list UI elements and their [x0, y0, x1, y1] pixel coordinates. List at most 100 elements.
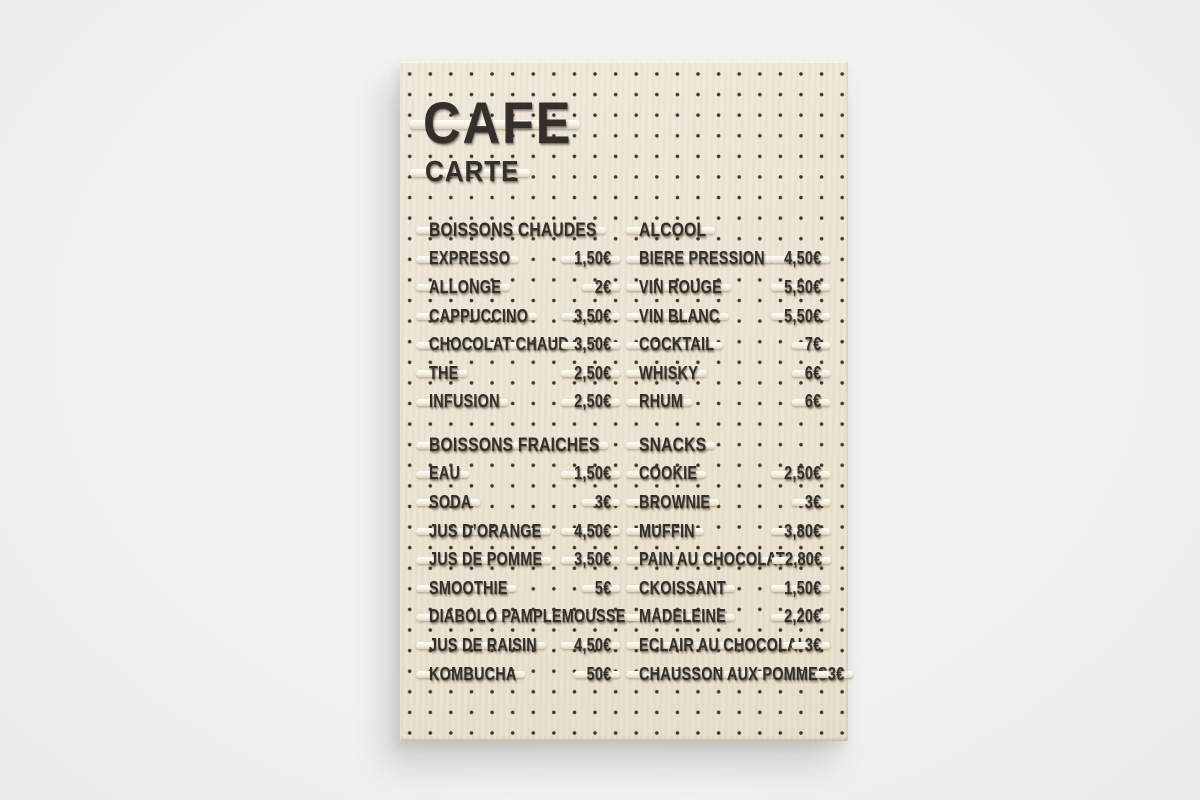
menu-item-row: CKOISSANT 1,50€ — [626, 574, 830, 603]
menu-item-row: JUS DE RAISIN 4,50€ — [416, 631, 620, 660]
menu-item-row: RHUM 6€ — [626, 388, 830, 417]
menu-item-row: CHOCOLAT CHAUD 3,50€ — [416, 330, 620, 359]
menu-item-row: THE 2,50€ — [416, 359, 620, 388]
section-header-row: BOISSONS FRAICHES — [416, 431, 611, 460]
section-header: SNACKS — [626, 433, 716, 456]
menu-item-row: JUS DE POMME 3,50€ — [416, 545, 620, 574]
section-header: BOISSONS FRAICHES — [416, 433, 609, 456]
menu-item-row: VIN ROUGE 5,50€ — [626, 273, 830, 302]
menu-item-price: 4,50€ — [561, 634, 620, 655]
menu-item-price: 3€ — [582, 491, 620, 512]
pegboard-menu: CAFE CARTE BOISSONS CHAUDES EXPRESSO 1,50€… — [400, 61, 853, 741]
menu-item-label: MADELEINE — [626, 606, 735, 627]
menu-item-price: 5,50€ — [771, 305, 830, 326]
menu-item-row: MUFFIN 3,80€ — [626, 517, 830, 546]
section-header: BOISSONS CHAUDES — [416, 218, 606, 241]
menu-item-price: 3,50€ — [561, 549, 620, 570]
menu-item-row: VIN BLANC 5,50€ — [626, 302, 830, 331]
menu-item-row: SMOOTHIE 5€ — [416, 574, 620, 603]
menu-item-label: INFUSION — [416, 391, 509, 412]
menu-item-price: 2,50€ — [771, 463, 830, 484]
menu-item-price: 6€ — [792, 391, 830, 412]
menu-item-label: RHUM — [626, 391, 693, 412]
menu-item-price: 1,50€ — [561, 248, 620, 269]
menu-item-label: BROWNIE — [626, 491, 720, 512]
menu-item-price: 50€ — [573, 663, 621, 684]
menu-item-label: MUFFIN — [626, 520, 704, 541]
menu-item-price: 3€ — [792, 491, 830, 512]
menu-item-price: 3,80€ — [771, 520, 830, 541]
menu-column-snacks: SNACKS COOKIE 2,50€ BROWNIE 3€ MUFFIN 3,80€ PAI… — [626, 431, 853, 689]
menu-item-price: 7€ — [792, 334, 830, 355]
menu-item-label: CHOCOLAT CHAUD — [416, 334, 578, 355]
menu-column-alcool: ALCOOL BIERE PRESSION 4,50€ VIN ROUGE 5,50€ V… — [626, 216, 830, 417]
menu-item-price: 2,50€ — [561, 362, 620, 383]
menu-item-label: SODA — [416, 491, 481, 512]
menu-item-label: WHISKY — [626, 362, 707, 383]
menu-column-boissons-chaudes: BOISSONS CHAUDES EXPRESSO 1,50€ ALLONGE 2€ CA… — [416, 216, 620, 417]
menu-grid: BOISSONS CHAUDES EXPRESSO 1,50€ ALLONGE 2€ CA… — [416, 216, 853, 691]
menu-item-label: CAPPUCCINO — [416, 305, 538, 326]
menu-item-price: 4,50€ — [771, 248, 830, 269]
menu-item-price: 1,50€ — [561, 463, 620, 484]
menu-item-row: COOKIE 2,50€ — [626, 460, 830, 489]
menu-item-price: 3,50€ — [561, 334, 620, 355]
menu-item-price: 6€ — [792, 362, 830, 383]
menu-item-row: CAPPUCCINO 3,50€ — [416, 302, 620, 331]
menu-item-row: ALLONGE 2€ — [416, 273, 620, 302]
menu-item-label: COCKTAIL — [626, 334, 724, 355]
menu-item-price: 4,50€ — [561, 520, 620, 541]
menu-item-row: CHAUSSON AUX POMMES 3€ — [626, 660, 853, 689]
section-header-row: BOISSONS CHAUDES — [416, 216, 611, 245]
menu-item-row: ECLAIR AU CHOCOLAI 3€ — [626, 631, 830, 660]
menu-title: CAFE — [409, 91, 580, 156]
menu-item-row: DIABOLO PAMPLEMOUSSE — [416, 603, 635, 632]
menu-item-row: COCKTAIL 7€ — [626, 330, 830, 359]
menu-item-row: JUS D’ORANGE 4,50€ — [416, 517, 620, 546]
menu-item-label: BIERE PRESSION — [626, 248, 774, 269]
menu-item-label: JUS D’ORANGE — [416, 520, 550, 541]
menu-item-price: 1,50€ — [771, 577, 830, 598]
menu-item-row: MADELEINE 2,20€ — [626, 603, 830, 632]
menu-item-row: KOMBUCHA 50€ — [416, 660, 621, 689]
menu-item-row: WHISKY 6€ — [626, 359, 830, 388]
menu-item-price: 5€ — [582, 577, 620, 598]
menu-item-label: KOMBUCHA — [416, 663, 526, 684]
menu-subtitle: CARTE — [409, 156, 531, 188]
menu-item-label: JUS DE RAISIN — [416, 634, 546, 655]
menu-item-price: 5,50€ — [771, 276, 830, 297]
menu-item-row: PAIN AU CHOCOLAT 2,80€ — [626, 545, 831, 574]
menu-item-price: 3€ — [792, 634, 830, 655]
menu-item-row: EXPRESSO 1,50€ — [416, 245, 620, 274]
menu-item-price: 2,20€ — [771, 606, 830, 627]
menu-item-label: VIN ROUGE — [626, 276, 731, 297]
menu-item-row: EAU 1,50€ — [416, 460, 620, 489]
menu-item-row: SODA 3€ — [416, 488, 620, 517]
menu-item-label: JUS DE POMME — [416, 549, 551, 570]
menu-item-row: BROWNIE 3€ — [626, 488, 830, 517]
section-header: ALCOOL — [626, 218, 716, 241]
menu-item-label: CHAUSSON AUX POMMES — [626, 663, 837, 684]
menu-item-row: INFUSION 2,50€ — [416, 388, 620, 417]
menu-item-label: PAIN AU CHOCOLAT — [626, 549, 795, 570]
menu-item-price: 2,80€ — [772, 549, 831, 570]
menu-item-price: 2€ — [582, 276, 620, 297]
menu-item-label: THE — [416, 362, 468, 383]
menu-item-label: CKOISSANT — [626, 577, 735, 598]
menu-column-boissons-fraiches: BOISSONS FRAICHES EAU 1,50€ SODA 3€ JUS D’ORA… — [416, 431, 635, 689]
section-header-row: SNACKS — [626, 431, 821, 460]
menu-item-label: EXPRESSO — [416, 248, 520, 269]
menu-item-label: DIABOLO PAMPLEMOUSSE — [416, 606, 635, 627]
menu-item-label: SMOOTHIE — [416, 577, 517, 598]
menu-item-label: EAU — [416, 463, 469, 484]
menu-item-price: 3€ — [815, 663, 853, 684]
menu-item-label: COOKIE — [626, 463, 706, 484]
menu-item-label: VIN BLANC — [626, 305, 729, 326]
menu-item-label: ECLAIR AU CHOCOLAI — [626, 634, 811, 655]
menu-item-price: 2,50€ — [561, 391, 620, 412]
menu-item-label: ALLONGE — [416, 276, 510, 297]
section-header-row: ALCOOL — [626, 216, 821, 245]
menu-item-row: BIERE PRESSION 4,50€ — [626, 245, 830, 274]
menu-item-price: 3,50€ — [561, 305, 620, 326]
